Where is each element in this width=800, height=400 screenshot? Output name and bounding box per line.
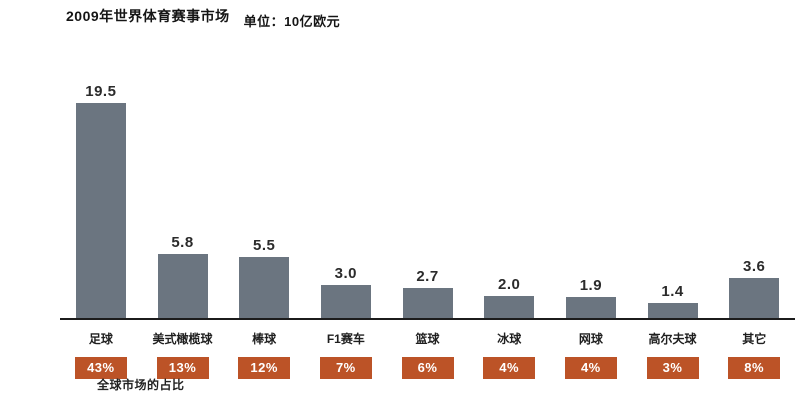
bar-chart: 19.5 5.8 5.5 3.0 2.7 2.0 1.9 1.4 3.6 足球 美式橄榄球 棒球 F1… <box>60 78 795 379</box>
category-label: 足球 <box>88 332 113 346</box>
share-badge-cell: 3% <box>632 347 714 379</box>
bar-value-label: 5.8 <box>171 234 194 251</box>
category-label: 高尔夫球 <box>648 332 697 346</box>
chart-caption: 全球市场的占比 <box>97 378 185 392</box>
bar-column: 5.8 <box>142 234 224 318</box>
bar-column: 2.7 <box>387 268 469 318</box>
share-badge-cell: 4% <box>550 347 632 379</box>
chart-title: 2009年世界体育赛事市场 <box>66 8 230 24</box>
category-label: 网球 <box>578 332 603 346</box>
bar-value-label: 3.6 <box>743 258 766 275</box>
share-badges-row: 43% 13% 12% 7% 6% 4% 4% 3% 8% <box>60 347 795 379</box>
share-badge-cell: 8% <box>713 347 795 379</box>
share-badge: 13% <box>156 357 209 379</box>
bar <box>320 285 371 318</box>
category-label: 其它 <box>742 332 767 346</box>
bar <box>75 103 126 318</box>
bar-value-label: 1.9 <box>579 277 603 294</box>
share-badge: 8% <box>728 357 781 379</box>
bar <box>484 296 535 318</box>
category-label: 棒球 <box>252 332 277 346</box>
share-badge-cell: 7% <box>305 347 387 379</box>
category-labels-row: 足球 美式橄榄球 棒球 F1赛车 篮球 冰球 网球 高尔夫球 其它 <box>60 320 795 347</box>
share-badge: 4% <box>483 357 536 379</box>
share-badge: 12% <box>238 357 291 379</box>
bar <box>565 297 616 318</box>
bar-value-label: 2.7 <box>416 268 439 285</box>
share-badge: 4% <box>564 357 617 379</box>
bar-value-label: 1.4 <box>661 283 684 300</box>
category-label: 美式橄榄球 <box>152 332 213 346</box>
share-badge-cell: 6% <box>387 347 469 379</box>
bar-column: 1.9 <box>550 277 632 318</box>
share-badge-cell: 43% <box>60 347 142 379</box>
bar-value-label: 5.5 <box>253 237 276 254</box>
bar <box>239 257 290 318</box>
bar-value-label: 19.5 <box>85 83 117 100</box>
bar <box>157 254 208 318</box>
category-label: 冰球 <box>497 332 522 346</box>
share-badge-cell: 12% <box>223 347 305 379</box>
bar-value-label: 3.0 <box>334 265 358 282</box>
bar-column: 3.6 <box>713 258 795 318</box>
bar-column: 19.5 <box>60 83 142 318</box>
bar-column: 5.5 <box>223 237 305 318</box>
bar <box>402 288 453 318</box>
share-badge-cell: 4% <box>468 347 550 379</box>
bar-column: 2.0 <box>468 276 550 318</box>
chart-header: 2009年世界体育赛事市场 单位：10亿欧元 <box>0 0 800 30</box>
bar <box>729 278 780 318</box>
unit-label: 单位：10亿欧元 <box>243 14 341 29</box>
category-label: 篮球 <box>415 332 440 346</box>
bar-column: 3.0 <box>305 265 387 318</box>
category-label: F1赛车 <box>326 332 365 346</box>
share-badge: 3% <box>646 357 699 379</box>
plot-area: 19.5 5.8 5.5 3.0 2.7 2.0 1.9 1.4 3.6 <box>60 78 795 320</box>
bar <box>647 303 698 318</box>
share-badge: 43% <box>74 357 127 379</box>
bar-value-label: 2.0 <box>498 276 521 293</box>
bar-column: 1.4 <box>632 283 714 318</box>
share-badge: 6% <box>401 357 454 379</box>
share-badge-cell: 13% <box>142 347 224 379</box>
share-badge: 7% <box>319 357 372 379</box>
